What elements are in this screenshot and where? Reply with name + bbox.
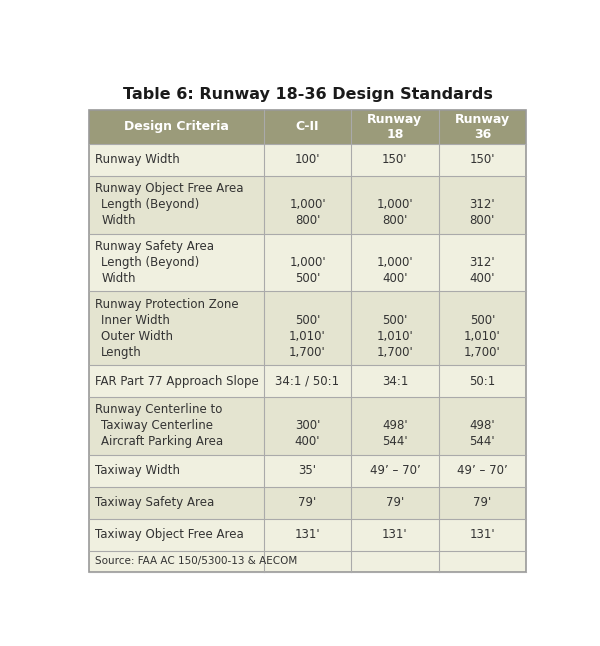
Text: 34:1: 34:1 [382, 375, 408, 388]
Text: 131': 131' [382, 528, 408, 541]
Text: 79': 79' [473, 496, 491, 510]
Text: 131': 131' [470, 528, 495, 541]
Text: 300': 300' [295, 419, 320, 432]
Text: 1,000': 1,000' [289, 198, 326, 211]
Text: Length (Beyond): Length (Beyond) [101, 256, 200, 269]
Text: 800': 800' [470, 214, 495, 227]
Text: Length: Length [101, 346, 142, 359]
Text: Runway
18: Runway 18 [367, 113, 422, 141]
Text: 400': 400' [470, 272, 495, 285]
Text: 400': 400' [382, 272, 407, 285]
Text: 150': 150' [470, 153, 495, 166]
Text: 1,000': 1,000' [289, 256, 326, 269]
Text: 544': 544' [382, 435, 408, 448]
Text: 100': 100' [295, 153, 320, 166]
Text: Taxiway Width: Taxiway Width [95, 464, 180, 477]
Bar [89, 551, 526, 572]
Text: 312': 312' [470, 256, 495, 269]
Text: 131': 131' [295, 528, 320, 541]
Text: Runway Width: Runway Width [95, 153, 180, 166]
Text: 1,010': 1,010' [377, 329, 413, 342]
Text: 400': 400' [295, 435, 320, 448]
Text: 498': 498' [382, 419, 408, 432]
Text: 1,700': 1,700' [289, 346, 326, 359]
Bar [89, 176, 526, 234]
Text: C-II: C-II [296, 120, 319, 133]
Bar [89, 291, 526, 365]
Text: 500': 500' [382, 313, 407, 327]
Text: 1,010': 1,010' [464, 329, 501, 342]
Text: 34:1 / 50:1: 34:1 / 50:1 [275, 375, 340, 388]
Text: 1,000': 1,000' [377, 198, 413, 211]
Bar [89, 365, 526, 397]
Bar [89, 397, 526, 455]
Text: Outer Width: Outer Width [101, 329, 173, 342]
Text: 312': 312' [470, 198, 495, 211]
Text: Taxiway Safety Area: Taxiway Safety Area [95, 496, 214, 510]
Text: Inner Width: Inner Width [101, 313, 170, 327]
Text: Runway Safety Area: Runway Safety Area [95, 240, 214, 253]
Text: 50:1: 50:1 [469, 375, 496, 388]
Text: 150': 150' [382, 153, 407, 166]
Text: Runway
36: Runway 36 [455, 113, 510, 141]
Bar [89, 110, 526, 144]
Text: Width: Width [101, 214, 136, 227]
Text: 79': 79' [386, 496, 404, 510]
Text: Taxiway Centerline: Taxiway Centerline [101, 419, 214, 432]
Text: 500': 500' [295, 313, 320, 327]
Text: 544': 544' [470, 435, 495, 448]
Text: 1,700': 1,700' [377, 346, 413, 359]
Bar [89, 234, 526, 291]
Text: 500': 500' [295, 272, 320, 285]
Text: Design Criteria: Design Criteria [124, 120, 229, 133]
Text: Width: Width [101, 272, 136, 285]
Text: 1,000': 1,000' [377, 256, 413, 269]
Text: Runway Protection Zone: Runway Protection Zone [95, 298, 239, 311]
Text: FAR Part 77 Approach Slope: FAR Part 77 Approach Slope [95, 375, 259, 388]
Text: 498': 498' [470, 419, 495, 432]
Text: Aircraft Parking Area: Aircraft Parking Area [101, 435, 223, 448]
Text: Runway Object Free Area: Runway Object Free Area [95, 182, 244, 195]
Bar [89, 487, 526, 519]
Text: Length (Beyond): Length (Beyond) [101, 198, 200, 211]
Text: 79': 79' [298, 496, 317, 510]
Bar [89, 455, 526, 487]
Text: 49’ – 70’: 49’ – 70’ [457, 464, 508, 477]
Text: Taxiway Object Free Area: Taxiway Object Free Area [95, 528, 244, 541]
Text: 800': 800' [295, 214, 320, 227]
Bar [89, 519, 526, 551]
Text: 500': 500' [470, 313, 495, 327]
Text: 800': 800' [382, 214, 407, 227]
Text: 35': 35' [299, 464, 317, 477]
Text: 49’ – 70’: 49’ – 70’ [370, 464, 420, 477]
Text: Runway Centerline to: Runway Centerline to [95, 403, 223, 417]
Text: 1,010': 1,010' [289, 329, 326, 342]
Bar [89, 144, 526, 176]
Text: 1,700': 1,700' [464, 346, 501, 359]
Text: Source: FAA AC 150/5300-13 & AECOM: Source: FAA AC 150/5300-13 & AECOM [95, 556, 298, 567]
Text: Table 6: Runway 18-36 Design Standards: Table 6: Runway 18-36 Design Standards [122, 87, 493, 102]
